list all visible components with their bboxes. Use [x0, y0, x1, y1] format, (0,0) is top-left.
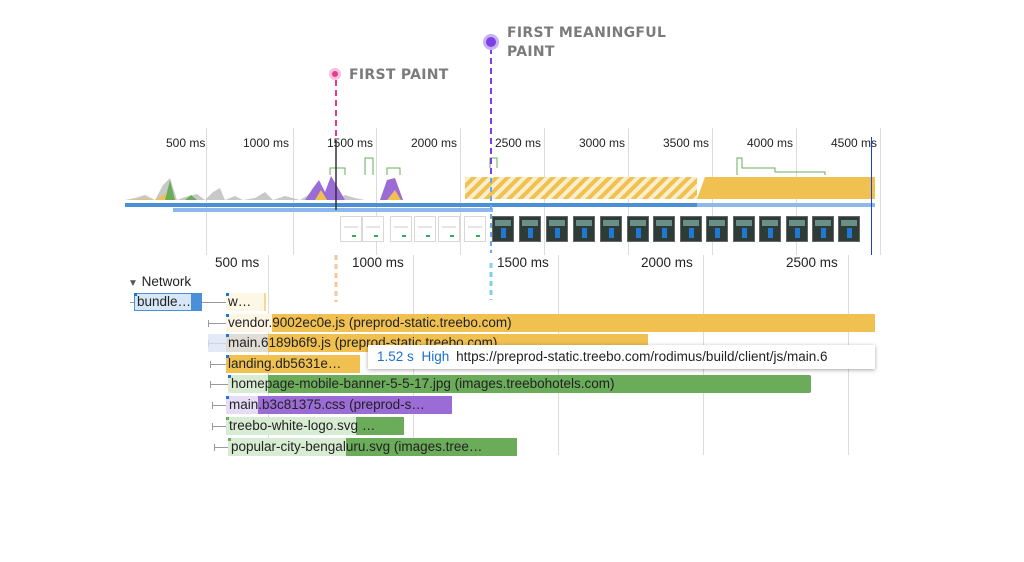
request-whisker [202, 302, 226, 303]
first-paint-label: FIRST PAINT [349, 67, 449, 83]
filmstrip-frame [546, 216, 568, 242]
request-priority-marker [226, 417, 229, 420]
filmstrip-frame [812, 216, 834, 242]
request-tooltip: 1.52 s High https://preprod-static.treeb… [368, 345, 875, 369]
request-bar-main-css-wait [226, 396, 258, 414]
request-whisker [210, 384, 228, 385]
overview-activity-graph [125, 157, 875, 212]
request-whisker [210, 364, 226, 365]
request-whisker-cap [210, 361, 211, 368]
request-whisker-cap [210, 381, 211, 388]
request-bar-landing[interactable] [226, 355, 360, 373]
filmstrip-frame [600, 216, 622, 242]
request-bar-main-css[interactable] [226, 396, 452, 414]
filmstrip-frame [438, 216, 460, 242]
network-section-label: Network [141, 274, 192, 289]
tooltip-duration: 1.52 s [377, 349, 414, 364]
request-label-w: w… [226, 293, 264, 311]
filmstrip-frame [733, 216, 755, 242]
overview-tick-500: 500 ms [166, 136, 206, 150]
filmstrip-frame [340, 216, 362, 242]
overview-tick-1000: 1000 ms [243, 136, 290, 150]
request-label-bundle: bundle… [134, 293, 192, 311]
filmstrip-frame [464, 216, 486, 242]
request-whisker [208, 323, 226, 324]
filmstrip-frame [362, 216, 384, 242]
network-section-toggle[interactable]: ▼ Network [128, 273, 191, 291]
filmstrip-frame [414, 216, 436, 242]
overview-tick-4500: 4500 ms [831, 136, 878, 150]
overview-cursor-line[interactable] [871, 137, 872, 255]
overview-tick-4000: 4000 ms [747, 136, 794, 150]
request-bar-treebo-logo-wait [226, 417, 356, 435]
request-priority-marker [226, 314, 229, 317]
request-priority-marker [226, 293, 229, 296]
filmstrip-frame [573, 216, 595, 242]
request-whisker-cap [214, 444, 215, 451]
first-paint-marker-line [334, 80, 338, 302]
request-whisker [130, 302, 136, 303]
request-whisker [212, 426, 226, 427]
request-label-main-css: main.b3c81375.css (preprod-s… [229, 397, 425, 412]
request-label-vendor [226, 314, 272, 332]
request-whisker-cap [212, 402, 213, 409]
request-priority-marker [134, 293, 137, 296]
filmstrip-frame [627, 216, 649, 242]
filmstrip-frame [492, 216, 514, 242]
request-priority-marker [226, 334, 229, 337]
timeline-tick-1000: 1000 ms [352, 255, 404, 270]
overview-tick-1500: 1500 ms [327, 136, 374, 150]
tooltip-priority: High [421, 349, 450, 364]
request-label-homepage-banner: homepage-mobile-banner-5-5-17.jpg (image… [231, 376, 615, 391]
filmstrip-frame [759, 216, 781, 242]
timeline-tick-1500: 1500 ms [497, 255, 549, 270]
request-whisker [212, 405, 226, 406]
request-priority-marker [226, 355, 229, 358]
filmstrip-frame [653, 216, 675, 242]
filmstrip-frame [786, 216, 808, 242]
filmstrip-frame [680, 216, 702, 242]
overview-tick-2500: 2500 ms [495, 136, 542, 150]
timeline-tick-2000: 2000 ms [641, 255, 693, 270]
request-priority-marker [226, 396, 229, 399]
overview-tick-3500: 3500 ms [663, 136, 710, 150]
request-whisker [214, 447, 228, 448]
overview-tick-2000: 2000 ms [411, 136, 458, 150]
filmstrip-frame [706, 216, 728, 242]
first-paint-dot [329, 68, 341, 80]
request-label-treebo-logo: treebo-white-logo.svg … [229, 418, 376, 433]
tooltip-url: https://preprod-static.treebo.com/rodimu… [456, 349, 828, 364]
request-bar-homepage-banner-wait [228, 375, 268, 393]
first-meaningful-paint-label-line2: PAINT [507, 44, 555, 60]
request-priority-marker [228, 375, 231, 378]
timeline-tick-2500: 2500 ms [786, 255, 838, 270]
request-whisker-cap [212, 423, 213, 430]
request-bar-main-js-wait [208, 334, 268, 352]
first-meaningful-paint-marker-line [489, 48, 493, 300]
filmstrip-frame [519, 216, 541, 242]
request-bar-vendor[interactable] [226, 314, 875, 332]
timeline-tick-500: 500 ms [215, 255, 260, 270]
first-meaningful-paint-label-line1: FIRST MEANINGFUL [507, 25, 667, 41]
request-label-landing: landing.db5631e… [228, 356, 342, 371]
request-bar-popular-city-wait [228, 438, 346, 456]
request-priority-marker [228, 438, 231, 441]
request-whisker-cap [208, 320, 209, 327]
triangle-down-icon: ▼ [128, 278, 138, 289]
filmstrip-frame [838, 216, 860, 242]
filmstrip-frame [390, 216, 412, 242]
request-bar-homepage-banner[interactable] [228, 375, 811, 393]
request-label-popular-city: popular-city-bengaluru.svg (images.tree… [231, 439, 483, 454]
request-label-vendor-overflow: vendor.9002ec0e.js (preprod-static.treeb… [228, 315, 512, 330]
overview-tick-3000: 3000 ms [579, 136, 626, 150]
first-meaningful-paint-dot [483, 34, 499, 50]
